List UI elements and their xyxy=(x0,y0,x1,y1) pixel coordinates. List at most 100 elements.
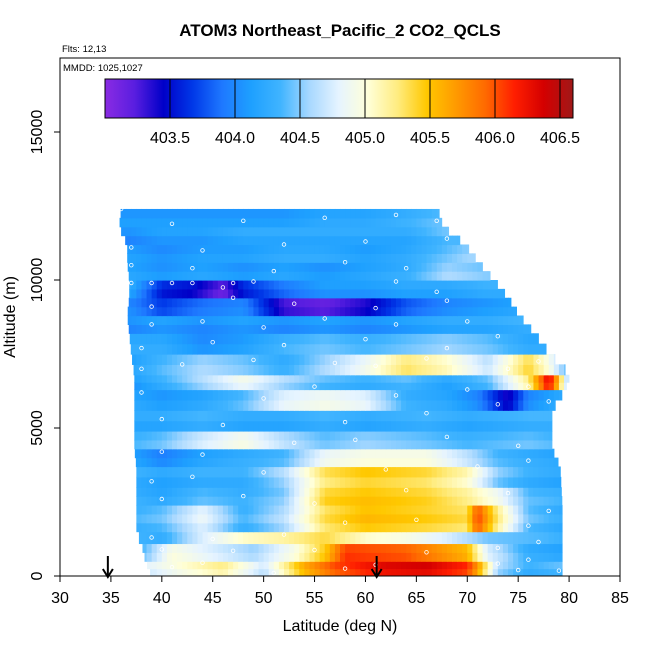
heatmap-cell xyxy=(406,487,412,497)
heatmap-cell xyxy=(411,513,417,524)
heatmap-cell xyxy=(406,543,412,553)
heatmap-cell xyxy=(462,354,468,365)
heatmap-cell xyxy=(134,399,137,411)
heatmap-cell xyxy=(334,399,341,411)
heatmap-cell xyxy=(457,235,461,246)
heatmap-cell xyxy=(457,244,463,254)
heatmap-cell xyxy=(533,410,540,422)
heatmap-cell xyxy=(441,568,448,576)
heatmap-cell xyxy=(467,568,473,576)
heatmap-cell xyxy=(161,399,168,411)
heatmap-cell xyxy=(278,244,285,254)
heatmap-cell xyxy=(528,568,535,576)
heatmap-cell xyxy=(207,343,214,355)
heatmap-cell xyxy=(309,324,316,334)
heatmap-cell xyxy=(228,448,234,459)
heatmap-cell xyxy=(268,262,275,272)
heatmap-cell xyxy=(462,253,468,263)
heatmap-cell xyxy=(380,420,387,432)
heatmap-cell xyxy=(177,457,183,468)
heatmap-cell xyxy=(258,306,265,317)
heatmap-cell xyxy=(161,354,168,365)
heatmap-cell xyxy=(238,504,244,515)
heatmap-cell xyxy=(518,531,524,545)
heatmap-cell xyxy=(467,399,473,411)
heatmap-cell xyxy=(161,568,168,576)
heatmap-cell xyxy=(233,439,239,450)
heatmap-cell xyxy=(436,297,443,308)
heatmap-cell xyxy=(411,271,417,281)
heatmap-cell xyxy=(538,476,545,488)
heatmap-cell xyxy=(253,448,260,459)
heatmap-cell xyxy=(502,448,509,459)
heatmap-cell xyxy=(233,324,239,334)
heatmap-cell xyxy=(411,389,417,401)
heatmap-cell xyxy=(187,561,193,570)
heatmap-cell xyxy=(345,374,351,383)
heatmap-cell xyxy=(268,448,275,459)
heatmap-cell xyxy=(457,271,463,281)
heatmap-cell xyxy=(319,513,326,524)
heatmap-cell xyxy=(324,324,331,334)
heatmap-cell xyxy=(513,333,519,345)
heatmap-cell xyxy=(477,364,484,376)
heatmap-cell xyxy=(487,399,494,411)
heatmap-cell xyxy=(228,389,234,401)
heatmap-cell xyxy=(365,364,372,376)
heatmap-cell xyxy=(365,552,372,562)
heatmap-cell xyxy=(334,439,341,450)
heatmap-cell xyxy=(436,208,440,219)
heatmap-cell xyxy=(396,288,402,299)
heatmap-cell xyxy=(375,262,382,272)
heatmap-cell xyxy=(370,439,377,450)
heatmap-cell xyxy=(340,561,346,570)
heatmap-cell xyxy=(345,271,351,281)
heatmap-cell xyxy=(452,354,458,365)
heatmap-cell xyxy=(253,552,260,562)
heatmap-cell xyxy=(345,306,351,317)
heatmap-cell xyxy=(421,457,428,468)
heatmap-cell xyxy=(192,306,199,317)
heatmap-cell xyxy=(365,522,372,533)
heatmap-cell xyxy=(446,552,453,562)
heatmap-cell xyxy=(436,217,443,228)
heatmap-cell xyxy=(324,457,331,468)
heatmap-cell xyxy=(431,297,438,308)
heatmap-cell xyxy=(197,297,204,308)
heatmap-cell xyxy=(324,543,331,553)
y-tick-label: 5000 xyxy=(29,410,46,446)
heatmap-cell xyxy=(182,324,188,334)
heatmap-cell xyxy=(192,420,199,432)
heatmap-cell xyxy=(431,552,438,562)
heatmap-cell xyxy=(243,333,249,345)
heatmap-cell xyxy=(441,448,448,459)
heatmap-cell xyxy=(289,399,295,411)
heatmap-cell xyxy=(309,226,316,237)
heatmap-cell xyxy=(462,262,468,272)
heatmap-cell xyxy=(518,496,524,506)
heatmap-cell xyxy=(324,439,331,450)
heatmap-cell xyxy=(502,466,509,478)
heatmap-cell xyxy=(299,244,305,254)
heatmap-cell xyxy=(309,568,316,576)
heatmap-cell xyxy=(375,297,382,308)
heatmap-cell xyxy=(523,561,529,570)
heatmap-cell xyxy=(258,382,265,391)
heatmap-cell xyxy=(411,399,417,411)
heatmap-cell xyxy=(278,568,285,576)
heatmap-cell xyxy=(457,333,463,345)
heatmap-cell xyxy=(370,496,377,506)
heatmap-cell xyxy=(319,420,326,432)
heatmap-cell xyxy=(197,306,204,317)
heatmap-cell xyxy=(217,297,224,308)
heatmap-cell xyxy=(416,504,423,515)
heatmap-cell xyxy=(182,364,188,376)
heatmap-cell xyxy=(385,288,392,299)
heatmap-cell xyxy=(446,531,453,545)
heatmap-cell xyxy=(396,476,402,488)
heatmap-cell xyxy=(360,235,367,246)
heatmap-cell xyxy=(324,374,331,383)
heatmap-cell xyxy=(289,280,295,290)
heatmap-cell xyxy=(217,476,224,488)
heatmap-cell xyxy=(212,430,219,441)
